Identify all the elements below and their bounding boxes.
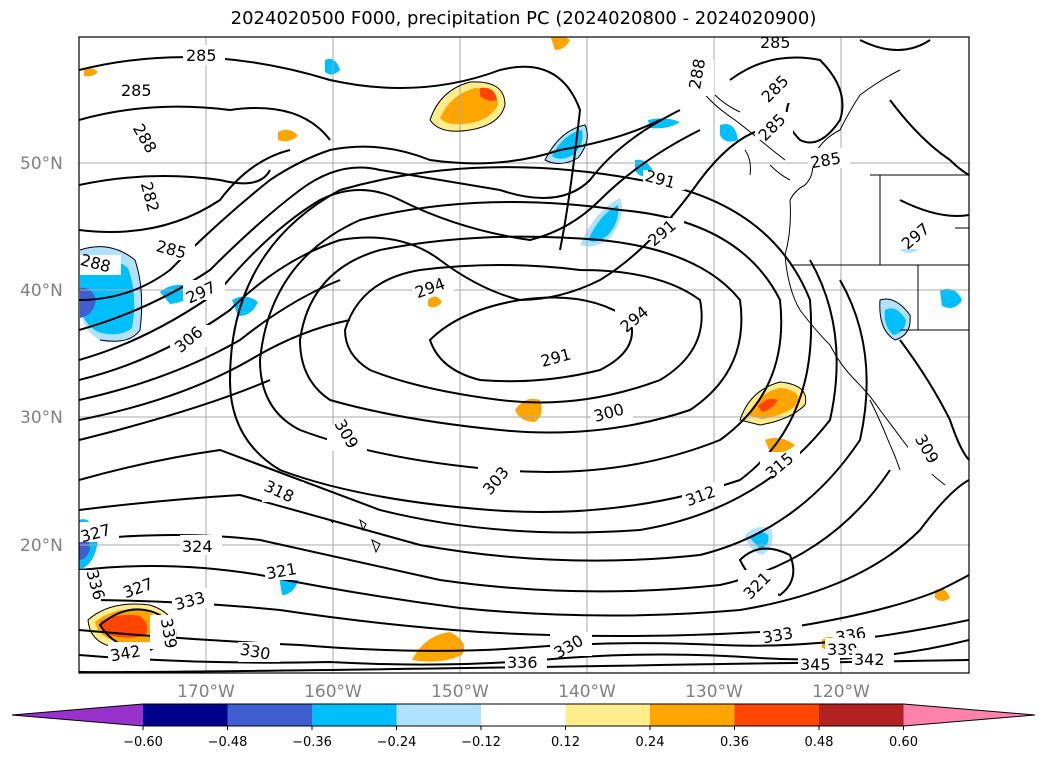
lon-label-170w: 170°W [177,682,235,702]
colorbar-segment [481,704,566,726]
colorbar-segment [143,704,228,726]
gridlines [79,37,969,673]
colorbar-segment [565,704,651,726]
contour-label: 285 [121,81,152,100]
contour-label: 342 [854,650,885,669]
colorbar-segment [819,704,904,726]
colorbar-tick-label: −0.24 [377,735,417,750]
contour-labels: 285 285 288 282 285 288 297 306 294 291 … [79,33,943,674]
colorbar-tick-label: 0.12 [551,735,580,750]
colorbar-segment [396,704,482,726]
lon-label-120w: 120°W [812,682,870,702]
colorbar-tick-label: −0.12 [461,735,501,750]
lon-label-160w: 160°W [304,682,362,702]
colorbar-extend-low [12,704,143,726]
contour-label: 285 [186,46,217,65]
coastlines [329,69,969,554]
anomaly-outlines [79,81,911,649]
colorbar-tick-label: −0.48 [208,735,248,750]
colorbar-tick-label: 0.48 [805,735,834,750]
lat-label-30n: 30°N [20,408,63,428]
lon-label-150w: 150°W [431,682,489,702]
colorbar-segment [312,704,397,726]
plot-title: 2024020500 F000, precipitation PC (20240… [230,8,817,29]
colorbar-segment [650,704,735,726]
lat-label-20n: 20°N [20,536,63,556]
lon-label-140w: 140°W [558,682,616,702]
contour-label: 285 [760,33,791,52]
lat-label-40n: 40°N [20,281,63,301]
colorbar-tick-label: 0.36 [720,735,749,750]
colorbar-tick-label: −0.36 [292,735,332,750]
colorbar: −0.60 −0.48 −0.36 −0.24 −0.12 0.12 0.24 0.36 0.4… [11,703,1036,750]
map-plot-area: 285 285 288 282 285 288 297 306 294 291 … [79,33,969,674]
contour-label: 339 [827,640,858,659]
latitude-axis: 50°N 40°N 30°N 20°N [20,154,63,556]
contour-label: 345 [800,655,831,674]
contour-label: 336 [507,653,538,672]
colorbar-tick-label: 0.24 [636,735,665,750]
colorbar-tick-label: 0.60 [889,735,918,750]
colorbar-tick-label: −0.60 [123,735,163,750]
plot-frame [78,36,970,674]
colorbar-segment [227,704,313,726]
colorbar-extend-high [903,704,1035,726]
lon-label-130w: 130°W [685,682,743,702]
lat-label-50n: 50°N [20,154,63,174]
colorbar-segment [734,704,820,726]
contour-label: 324 [182,537,213,556]
longitude-axis: 170°W 160°W 150°W 140°W 130°W 120°W [177,682,870,702]
